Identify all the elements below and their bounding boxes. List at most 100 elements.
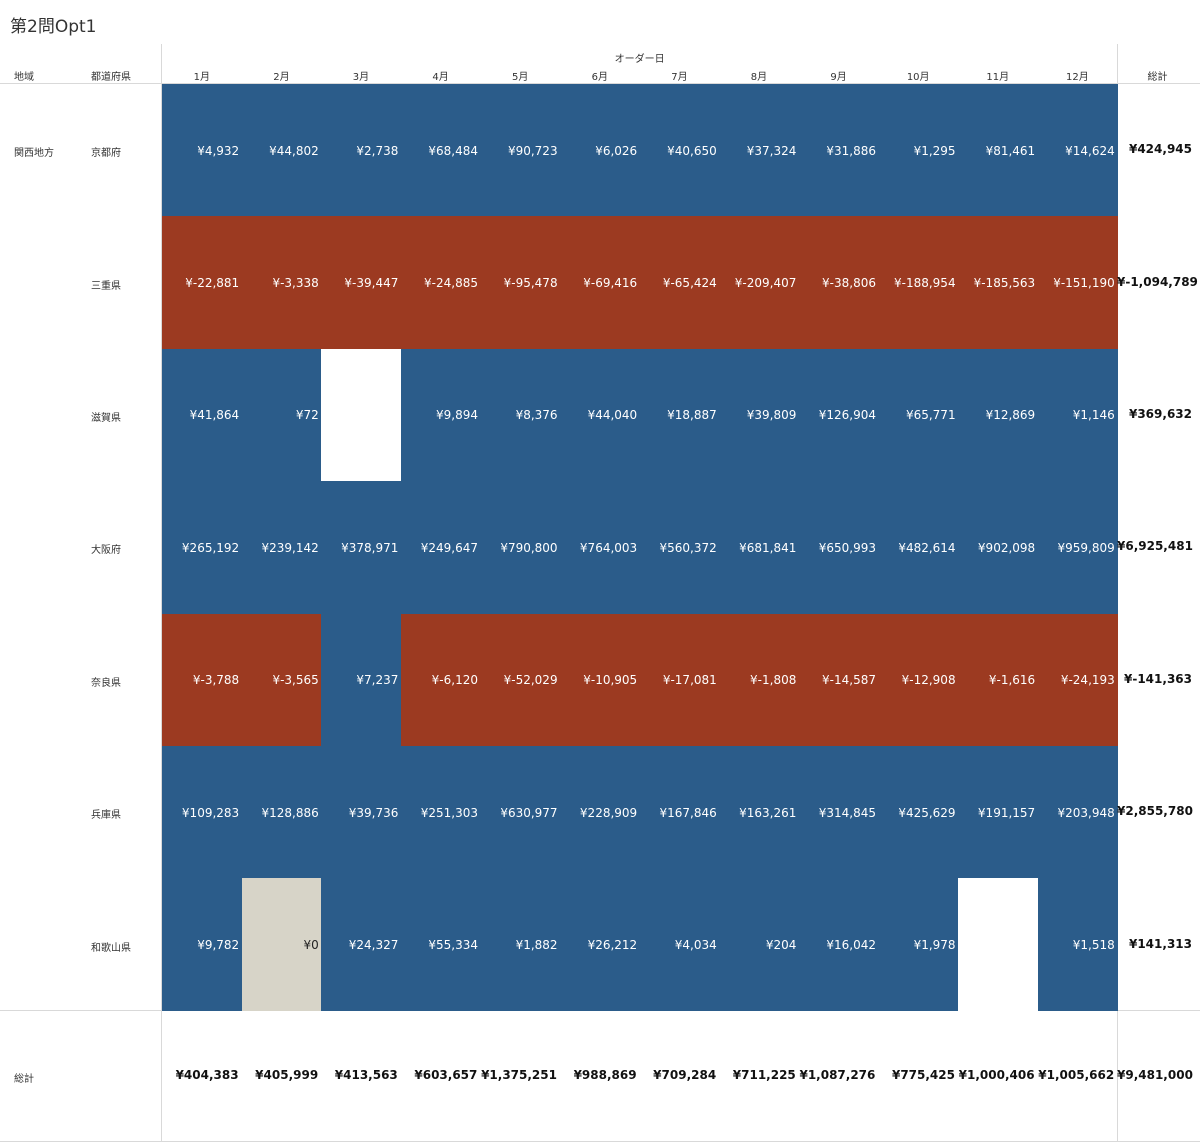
- total-header: 総計: [1147, 72, 1168, 83]
- heatmap-cell: ¥681,841: [719, 481, 800, 615]
- cell-value: ¥-22,881: [185, 275, 240, 290]
- heatmap-cell: ¥-22,881: [162, 216, 243, 350]
- heatmap-cell: ¥1,882: [480, 878, 561, 1012]
- cell-value: ¥902,098: [977, 540, 1036, 555]
- month-header: 6月: [591, 72, 608, 83]
- heatmap-cell: ¥6,026: [560, 84, 641, 217]
- cell-value: ¥31,886: [826, 143, 876, 158]
- cell-value: ¥7,237: [356, 673, 399, 688]
- cell-value: ¥560,372: [659, 540, 717, 555]
- month-header: 10月: [906, 72, 930, 83]
- cell-value: ¥-24,885: [424, 275, 478, 290]
- cell-value: ¥2,738: [356, 143, 399, 158]
- column-total: ¥413,563: [334, 1068, 398, 1082]
- cell-value: ¥314,845: [818, 805, 876, 820]
- header-divider: [0, 83, 1200, 84]
- prefecture-label: 和歌山県: [91, 942, 131, 954]
- heatmap-cell: ¥14,624: [1037, 84, 1118, 217]
- heatmap-cell: ¥31,886: [798, 84, 879, 217]
- cell-value: ¥65,771: [905, 408, 956, 423]
- cell-value: ¥-6,120: [431, 673, 478, 688]
- cell-value: ¥-12,908: [901, 673, 956, 688]
- heatmap-cell: ¥482,614: [878, 481, 959, 615]
- prefecture-label: 滋賀県: [91, 413, 121, 424]
- heatmap-cell: ¥1,295: [878, 84, 959, 217]
- month-header: 2月: [273, 72, 290, 83]
- column-total: ¥404,383: [175, 1068, 239, 1082]
- month-header: 7月: [671, 72, 688, 83]
- cell-value: ¥-52,029: [503, 673, 558, 688]
- cell-value: ¥14,624: [1065, 143, 1115, 158]
- heatmap-cell: ¥191,157: [958, 746, 1039, 879]
- cell-value: ¥4,034: [674, 937, 717, 952]
- column-total: ¥1,000,406: [958, 1068, 1035, 1082]
- heatmap-cell: ¥2,738: [321, 84, 402, 217]
- region-header: 地域: [14, 72, 34, 83]
- heatmap-cell: ¥-12,908: [878, 613, 959, 747]
- heatmap-cell: ¥425,629: [878, 746, 959, 879]
- cell-value: ¥12,869: [985, 408, 1036, 423]
- cell-value: ¥109,283: [181, 805, 240, 820]
- column-total: ¥1,005,662: [1038, 1068, 1115, 1082]
- heatmap-cell: ¥1,518: [1037, 878, 1118, 1012]
- cell-value: ¥-24,193: [1060, 673, 1115, 688]
- prefecture-label: 大阪府: [91, 545, 121, 557]
- heatmap-cell: ¥-69,416: [560, 216, 641, 350]
- prefecture-header: 都道府県: [91, 72, 131, 83]
- cell-value: ¥203,948: [1057, 805, 1115, 820]
- heatmap-cell: ¥167,846: [639, 746, 720, 879]
- cell-value: ¥-1,616: [988, 673, 1036, 688]
- cell-value: ¥44,802: [269, 143, 319, 158]
- cell-value: ¥40,650: [667, 143, 717, 158]
- heatmap-cell: ¥249,647: [400, 481, 481, 615]
- cell-value: ¥249,647: [420, 540, 478, 555]
- heatmap-cell: ¥1,146: [1037, 348, 1118, 482]
- heatmap-cell: ¥81,461: [958, 84, 1039, 217]
- heatmap-cell: ¥-65,424: [639, 216, 720, 350]
- bottom-divider: [0, 1141, 1200, 1142]
- heatmap-cell: ¥314,845: [798, 746, 879, 879]
- cell-value: ¥6,026: [595, 143, 638, 158]
- prefecture-label: 京都府: [91, 148, 121, 160]
- month-header: 9月: [830, 72, 847, 83]
- cell-value: ¥9,782: [197, 937, 240, 952]
- heatmap-cell: ¥-39,447: [321, 216, 402, 350]
- heatmap-cell: ¥40,650: [639, 84, 720, 217]
- heatmap-cell: ¥-3,338: [241, 216, 322, 350]
- cell-value: ¥650,993: [818, 540, 876, 555]
- heatmap-cell: ¥0: [241, 878, 322, 1012]
- cell-value: ¥167,846: [659, 805, 717, 820]
- column-total: ¥405,999: [255, 1068, 319, 1082]
- cell-value: ¥-1,808: [750, 673, 797, 688]
- heatmap-cell: ¥251,303: [400, 746, 481, 879]
- column-total: ¥988,869: [573, 1068, 637, 1082]
- cell-value: ¥482,614: [898, 540, 956, 555]
- heatmap-cell: ¥7,237: [321, 613, 402, 747]
- cell-value: ¥251,303: [420, 805, 478, 820]
- row-total: ¥6,925,481: [1117, 539, 1193, 554]
- month-header: 11月: [986, 72, 1010, 83]
- cell-value: ¥425,629: [898, 805, 956, 820]
- heatmap-cell: ¥65,771: [878, 348, 959, 482]
- cell-value: ¥90,723: [507, 143, 558, 158]
- cell-value: ¥-39,447: [344, 275, 399, 290]
- cell-value: ¥55,334: [428, 937, 478, 952]
- cell-value: ¥681,841: [739, 540, 797, 555]
- cell-value: ¥959,809: [1057, 540, 1115, 555]
- cell-value: ¥163,261: [739, 805, 797, 820]
- cell-value: ¥44,040: [587, 408, 638, 423]
- grand-total-label: 総計: [14, 1074, 34, 1085]
- cell-value: ¥-95,478: [503, 275, 558, 290]
- row-total: ¥2,855,780: [1117, 804, 1193, 819]
- cell-value: ¥81,461: [985, 143, 1036, 158]
- cell-value: ¥228,909: [579, 805, 638, 820]
- cell-value: ¥-38,806: [822, 275, 876, 290]
- cell-value: ¥24,327: [348, 937, 399, 952]
- month-header: 4月: [432, 72, 449, 83]
- heatmap-cell: ¥959,809: [1037, 481, 1118, 615]
- page-title: 第2問Opt1: [10, 17, 97, 37]
- cell-value: ¥-69,416: [583, 275, 638, 290]
- cell-value: ¥764,003: [579, 540, 638, 555]
- heatmap-cell: ¥8,376: [480, 348, 561, 482]
- cell-value: ¥4,932: [197, 143, 240, 158]
